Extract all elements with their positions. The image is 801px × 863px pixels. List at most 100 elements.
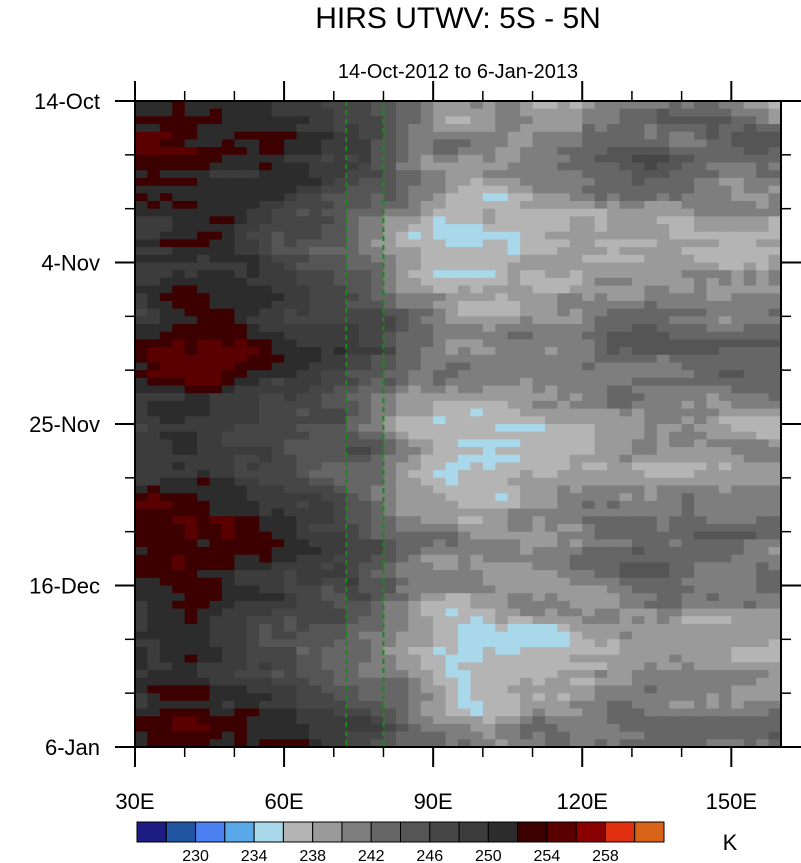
heatmap-cell: [656, 723, 670, 733]
heatmap-cell: [718, 254, 732, 264]
heatmap-cell: [607, 554, 621, 564]
heatmap-cell: [321, 493, 335, 502]
heatmap-cell: [482, 531, 496, 540]
heatmap-cell: [743, 331, 757, 340]
heatmap-cell: [569, 285, 583, 294]
heatmap-cell: [656, 139, 670, 148]
heatmap-cell: [408, 716, 422, 725]
heatmap-cell: [557, 354, 571, 364]
heatmap-cell: [681, 662, 695, 671]
heatmap-cell: [246, 101, 260, 110]
heatmap-cell: [159, 339, 173, 348]
heatmap-cell: [694, 216, 708, 225]
heatmap-cell: [383, 570, 397, 579]
heatmap-cell: [470, 285, 484, 294]
heatmap-cell: [445, 385, 459, 394]
heatmap-cell: [197, 408, 211, 417]
heatmap-cell: [234, 262, 248, 271]
heatmap-cell: [470, 600, 484, 610]
heatmap-cell: [271, 300, 285, 310]
heatmap-cell: [607, 577, 621, 587]
heatmap-cell: [234, 224, 248, 233]
colorbar-swatch: [400, 821, 431, 843]
heatmap-cell: [259, 393, 273, 402]
heatmap-cell: [284, 408, 298, 417]
heatmap-cell: [420, 224, 434, 233]
heatmap-cell: [284, 477, 298, 487]
heatmap-cell: [594, 247, 608, 256]
heatmap-cell: [420, 324, 434, 333]
heatmap-cell: [135, 139, 149, 148]
heatmap-cell: [271, 231, 285, 241]
heatmap-cell: [147, 277, 161, 287]
heatmap-cell: [445, 200, 459, 210]
heatmap-cell: [532, 416, 546, 425]
heatmap-cell: [743, 277, 757, 287]
heatmap-cell: [482, 493, 496, 502]
heatmap-cell: [607, 631, 621, 640]
heatmap-cell: [743, 200, 757, 210]
heatmap-cell: [520, 462, 534, 471]
heatmap-cell: [420, 531, 434, 540]
heatmap-cell: [184, 300, 198, 310]
heatmap-cell: [607, 224, 621, 233]
heatmap-cell: [694, 362, 708, 371]
heatmap-cell: [731, 262, 745, 271]
heatmap-cell: [482, 462, 496, 471]
heatmap-cell: [458, 685, 472, 694]
heatmap-cell: [395, 308, 409, 317]
heatmap-cell: [482, 523, 496, 533]
heatmap-cell: [607, 116, 621, 125]
heatmap-cell: [607, 300, 621, 310]
heatmap-cell: [681, 485, 695, 494]
heatmap-cell: [495, 385, 509, 394]
heatmap-cell: [532, 347, 546, 356]
heatmap-cell: [569, 424, 583, 433]
heatmap-cell: [458, 462, 472, 471]
heatmap-cell: [458, 362, 472, 371]
heatmap-cell: [656, 485, 670, 494]
heatmap-cell: [284, 277, 298, 287]
heatmap-cell: [296, 531, 310, 540]
heatmap-cell: [408, 124, 422, 133]
heatmap-cell: [284, 447, 298, 456]
heatmap-cell: [284, 677, 298, 687]
heatmap-cell: [259, 654, 273, 663]
heatmap-cell: [346, 231, 360, 241]
heatmap-cell: [371, 685, 385, 694]
heatmap-cell: [669, 154, 683, 164]
heatmap-cell: [594, 531, 608, 540]
heatmap-cell: [209, 547, 223, 556]
heatmap-cell: [482, 647, 496, 656]
heatmap-cell: [644, 239, 658, 248]
heatmap-cell: [308, 462, 322, 471]
heatmap-cell: [718, 354, 732, 364]
heatmap-cell: [582, 316, 596, 325]
heatmap-cell: [582, 293, 596, 302]
heatmap-cell: [544, 539, 558, 548]
heatmap-cell: [631, 700, 645, 710]
heatmap-cell: [520, 162, 534, 171]
heatmap-cell: [694, 623, 708, 633]
heatmap-cell: [395, 639, 409, 648]
heatmap-cell: [333, 285, 347, 294]
heatmap-cell: [681, 508, 695, 517]
heatmap-cell: [308, 731, 322, 740]
heatmap-cell: [172, 231, 186, 241]
heatmap-cell: [371, 447, 385, 456]
heatmap-cell: [371, 370, 385, 379]
heatmap-cell: [308, 247, 322, 256]
heatmap-cell: [458, 316, 472, 325]
heatmap-cell: [358, 431, 372, 440]
heatmap-cell: [408, 577, 422, 587]
heatmap-cell: [234, 170, 248, 179]
heatmap-cell: [669, 254, 683, 264]
heatmap-cell: [271, 285, 285, 294]
heatmap-cell: [259, 262, 273, 271]
heatmap-cell: [520, 585, 534, 594]
heatmap-cell: [197, 485, 211, 494]
heatmap-cell: [544, 131, 558, 141]
heatmap-cell: [731, 693, 745, 702]
heatmap-cell: [433, 716, 447, 725]
heatmap-cell: [159, 270, 173, 279]
